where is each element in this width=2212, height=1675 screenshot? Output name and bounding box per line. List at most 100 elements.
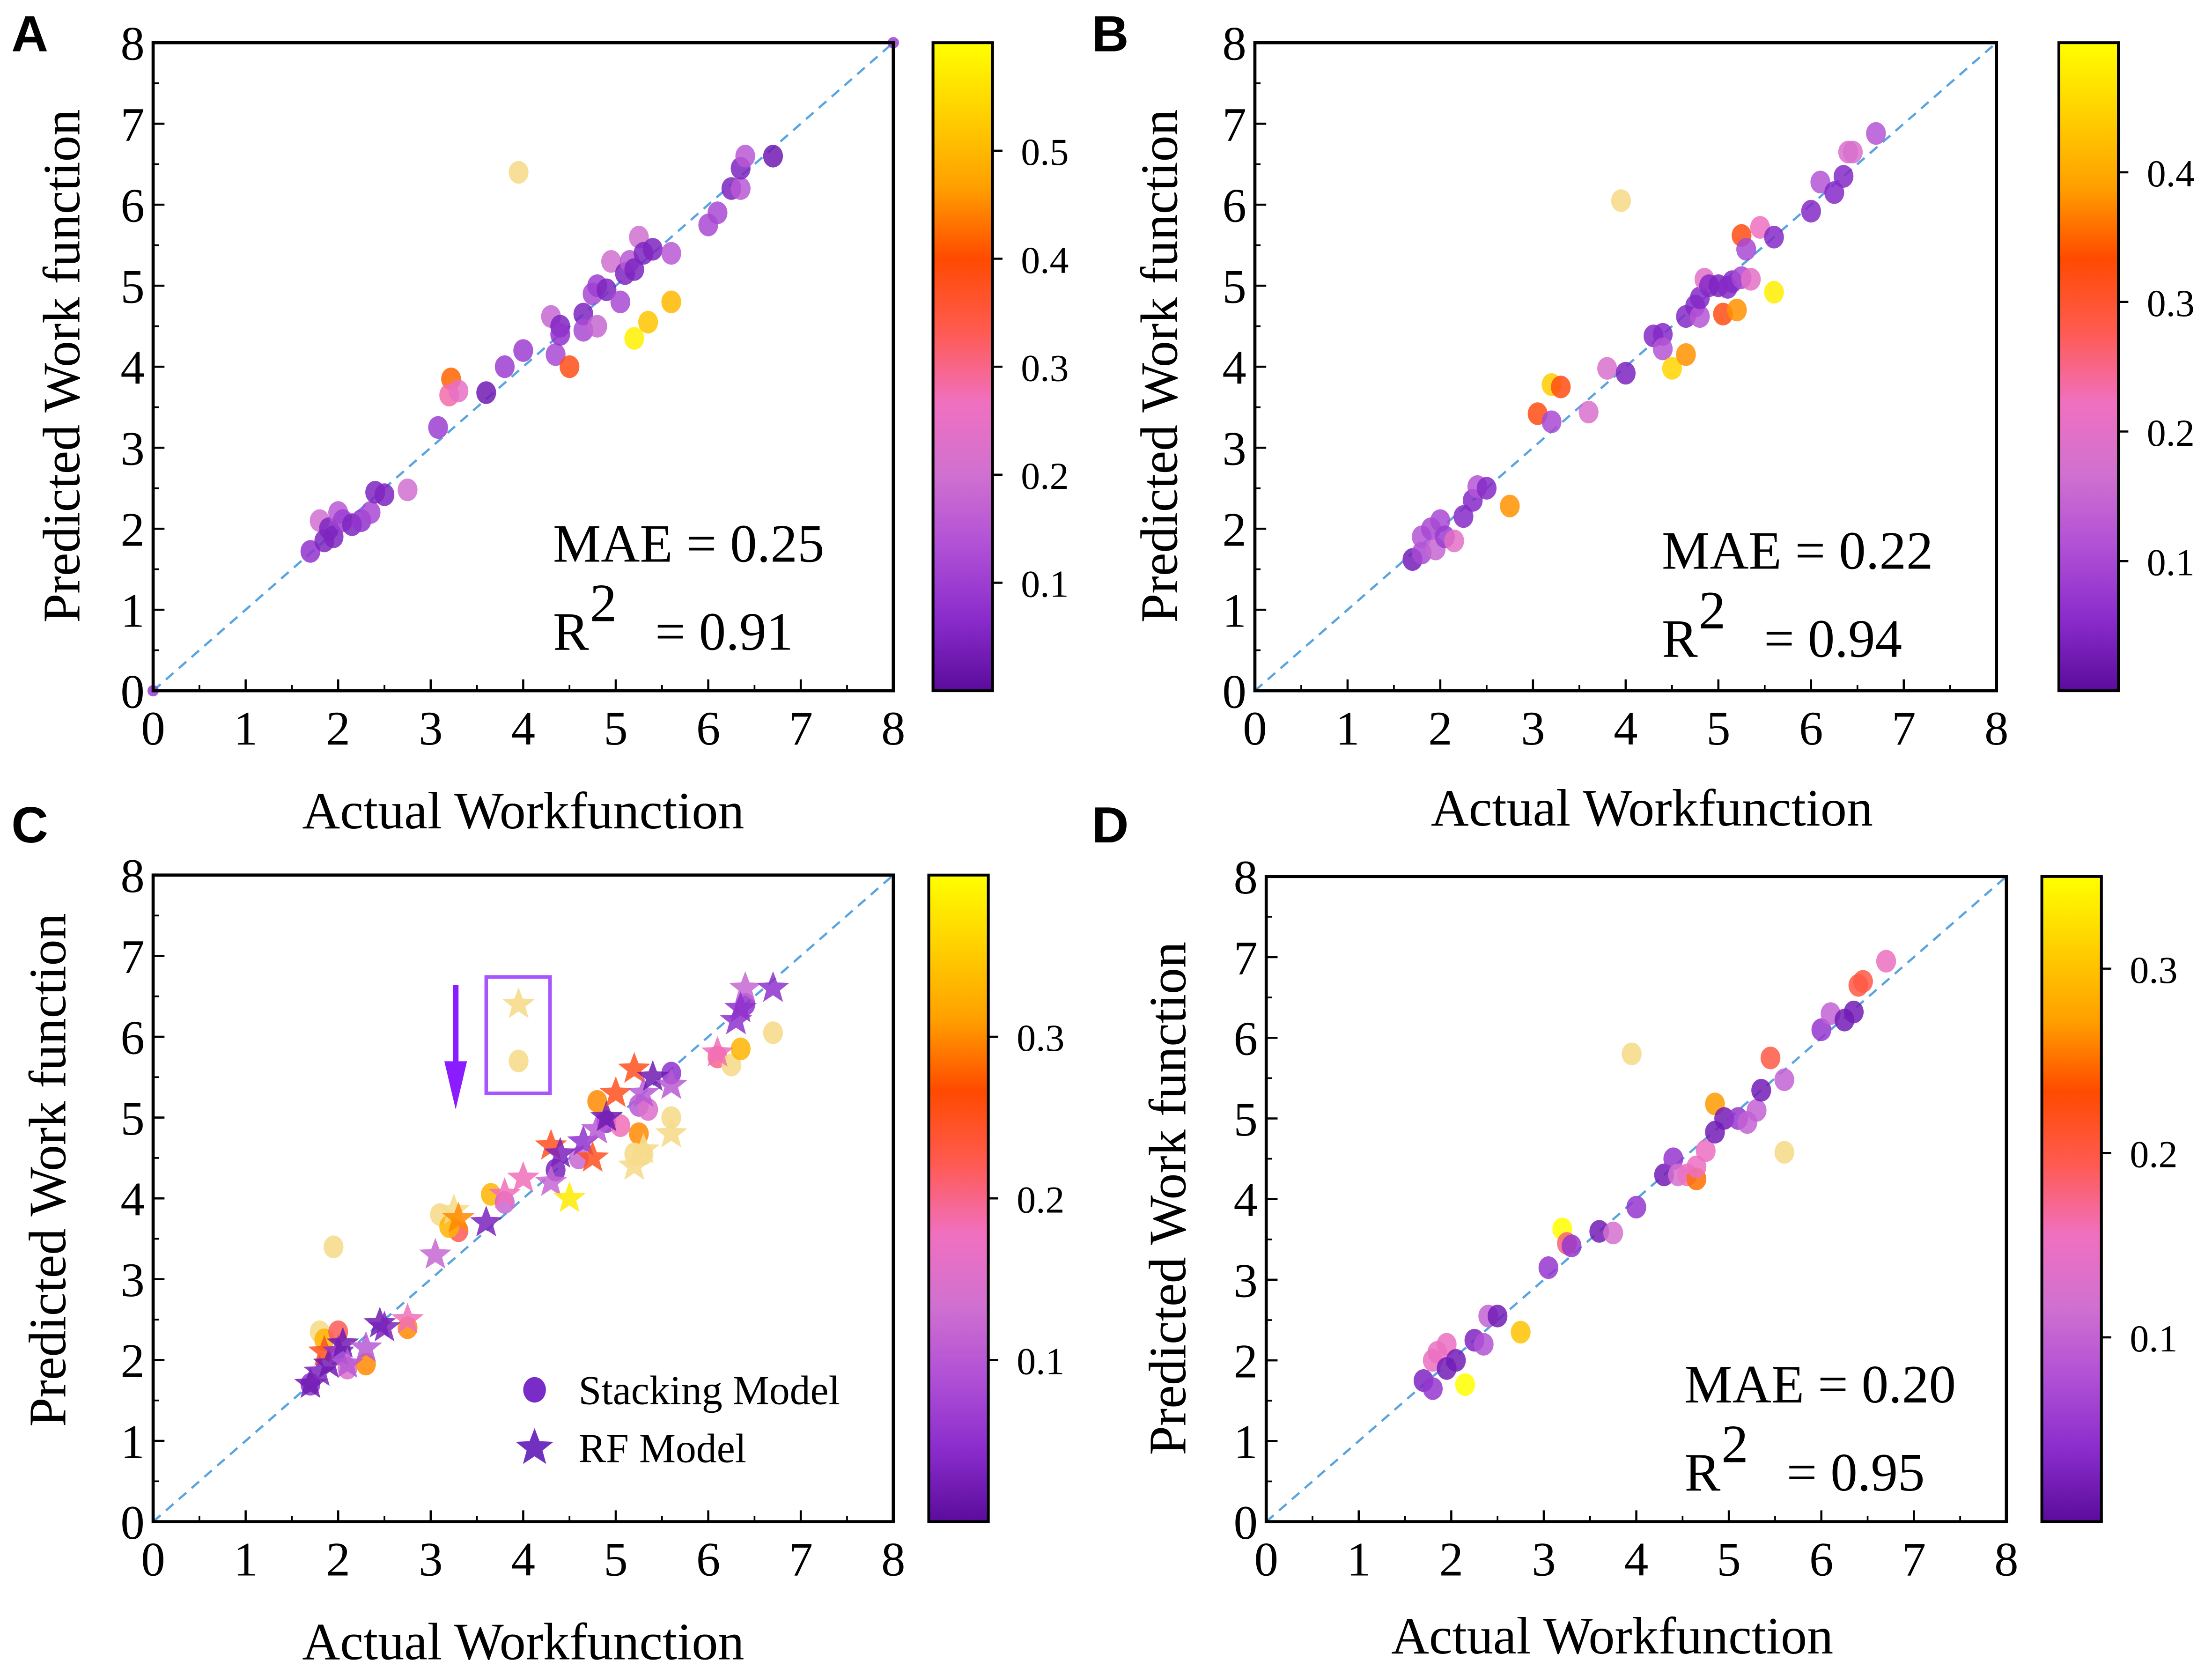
data-point xyxy=(1747,1099,1767,1122)
data-point xyxy=(624,327,644,350)
panel-label: C xyxy=(11,797,48,854)
y-tick-label: 1 xyxy=(120,584,144,637)
panel-label: D xyxy=(1092,797,1129,854)
y-tick-label: 1 xyxy=(120,1415,144,1468)
mae-label: MAE = 0.22 xyxy=(1662,521,1933,581)
data-point-star xyxy=(350,1331,383,1362)
data-point xyxy=(1740,268,1761,291)
data-point xyxy=(1626,1195,1646,1219)
colorbar-tick-label: 0.2 xyxy=(1017,1178,1064,1221)
data-point xyxy=(513,339,533,362)
y-tick-label: 5 xyxy=(120,260,144,313)
data-point xyxy=(735,145,755,168)
x-tick-label: 3 xyxy=(1532,1533,1556,1586)
data-point xyxy=(624,258,644,281)
colorbar-tick-label: 0.1 xyxy=(2147,541,2195,584)
data-point-star xyxy=(618,1052,651,1083)
panel-b: B 0 1 2 3 4 5 6 7 8 0 1 2 3 4 5 6 7 8 Actual Workfunction Pr… xyxy=(1092,5,2195,837)
data-point-star xyxy=(294,1367,327,1398)
y-tick-label: 4 xyxy=(1234,1173,1258,1227)
x-tick-label: 2 xyxy=(326,702,350,755)
colorbar xyxy=(2057,41,2120,693)
data-point xyxy=(1455,1373,1475,1396)
x-tick-label: 0 xyxy=(1254,1533,1278,1586)
x-tick-label: 2 xyxy=(326,1533,350,1586)
data-point xyxy=(1696,1139,1716,1162)
x-tick-label: 5 xyxy=(604,702,627,755)
data-point xyxy=(721,1054,742,1077)
plot-frame xyxy=(151,41,895,693)
y-axis-label: Predicted Work function xyxy=(1139,942,1197,1455)
colorbar-tick-label: 0.2 xyxy=(2130,1133,2177,1176)
data-point xyxy=(587,315,607,338)
r2-label: R xyxy=(1662,608,1698,668)
data-point xyxy=(1603,1221,1623,1245)
data-point xyxy=(1751,1078,1771,1102)
y-tick-label: 8 xyxy=(1222,17,1246,71)
colorbar xyxy=(931,41,994,693)
data-point xyxy=(661,242,681,265)
data-point-star xyxy=(655,1116,688,1148)
data-point xyxy=(1487,1305,1508,1328)
legend-circle-icon xyxy=(523,1377,546,1403)
legend-label: RF Model xyxy=(579,1425,747,1471)
data-point xyxy=(1774,1141,1794,1164)
y-axis-label: Predicted Work function xyxy=(33,109,91,623)
data-point xyxy=(1811,1018,1831,1041)
reference-line xyxy=(1254,42,1998,692)
series-stacking-model xyxy=(300,993,783,1396)
data-point-star xyxy=(326,1327,359,1358)
data-point-star xyxy=(636,1060,669,1091)
data-point xyxy=(1714,1107,1734,1130)
data-point xyxy=(1551,376,1571,398)
colorbar-tick-label: 0.5 xyxy=(1021,131,1069,173)
data-point xyxy=(708,201,728,224)
data-point xyxy=(1423,1377,1443,1400)
y-tick-label: 2 xyxy=(120,1335,144,1388)
data-point xyxy=(1476,477,1497,500)
series-points xyxy=(1413,950,1896,1400)
y-tick-label: 5 xyxy=(1222,260,1246,313)
r2-superscript: 2 xyxy=(1699,580,1726,640)
colorbar-tick-label: 0.1 xyxy=(1021,563,1069,605)
colorbar-tick-label: 0.3 xyxy=(2130,949,2177,991)
legend-star-icon xyxy=(516,1428,553,1464)
data-point xyxy=(546,343,566,366)
series-points xyxy=(1402,122,1886,571)
y-tick-label: 0 xyxy=(1234,1496,1258,1550)
plot-frame xyxy=(1264,875,2008,1523)
data-point-star xyxy=(442,1202,475,1232)
panel-a: A 0 1 2 3 4 5 6 7 8 0 1 2 3 4 5 6 7 8 Actual Workfunction Pr… xyxy=(11,5,1069,840)
r2-value: = 0.91 xyxy=(655,601,793,661)
data-point-star xyxy=(757,971,789,1002)
x-tick-label: 4 xyxy=(511,1533,535,1586)
data-point-star xyxy=(724,991,757,1023)
data-point xyxy=(1764,226,1784,249)
y-tick-label: 2 xyxy=(120,503,144,556)
data-point xyxy=(324,1235,344,1258)
y-tick-label: 3 xyxy=(120,422,144,475)
y-axis-label: Predicted Work function xyxy=(19,913,77,1427)
x-tick-label: 8 xyxy=(1984,702,2008,755)
x-tick-label: 1 xyxy=(1347,1533,1371,1586)
highlight-box xyxy=(484,975,552,1095)
r2-superscript: 2 xyxy=(590,573,617,633)
data-point xyxy=(601,250,621,273)
data-point xyxy=(1654,1163,1674,1187)
data-point-star xyxy=(313,1347,346,1378)
data-point xyxy=(1801,199,1821,223)
data-point xyxy=(1760,1047,1781,1070)
data-point xyxy=(730,177,751,200)
y-tick-label: 7 xyxy=(120,98,144,152)
data-point-star xyxy=(567,1125,600,1156)
data-point xyxy=(1843,1000,1864,1024)
reference-line xyxy=(152,874,894,1523)
x-tick-label: 8 xyxy=(881,702,905,755)
panel-label: B xyxy=(1092,5,1129,62)
y-tick-label: 0 xyxy=(1222,665,1246,718)
data-point-star xyxy=(599,1076,632,1107)
data-point-star xyxy=(581,1112,614,1144)
data-point xyxy=(448,379,469,403)
data-point-star xyxy=(507,1161,539,1192)
data-point-star xyxy=(544,1137,576,1168)
